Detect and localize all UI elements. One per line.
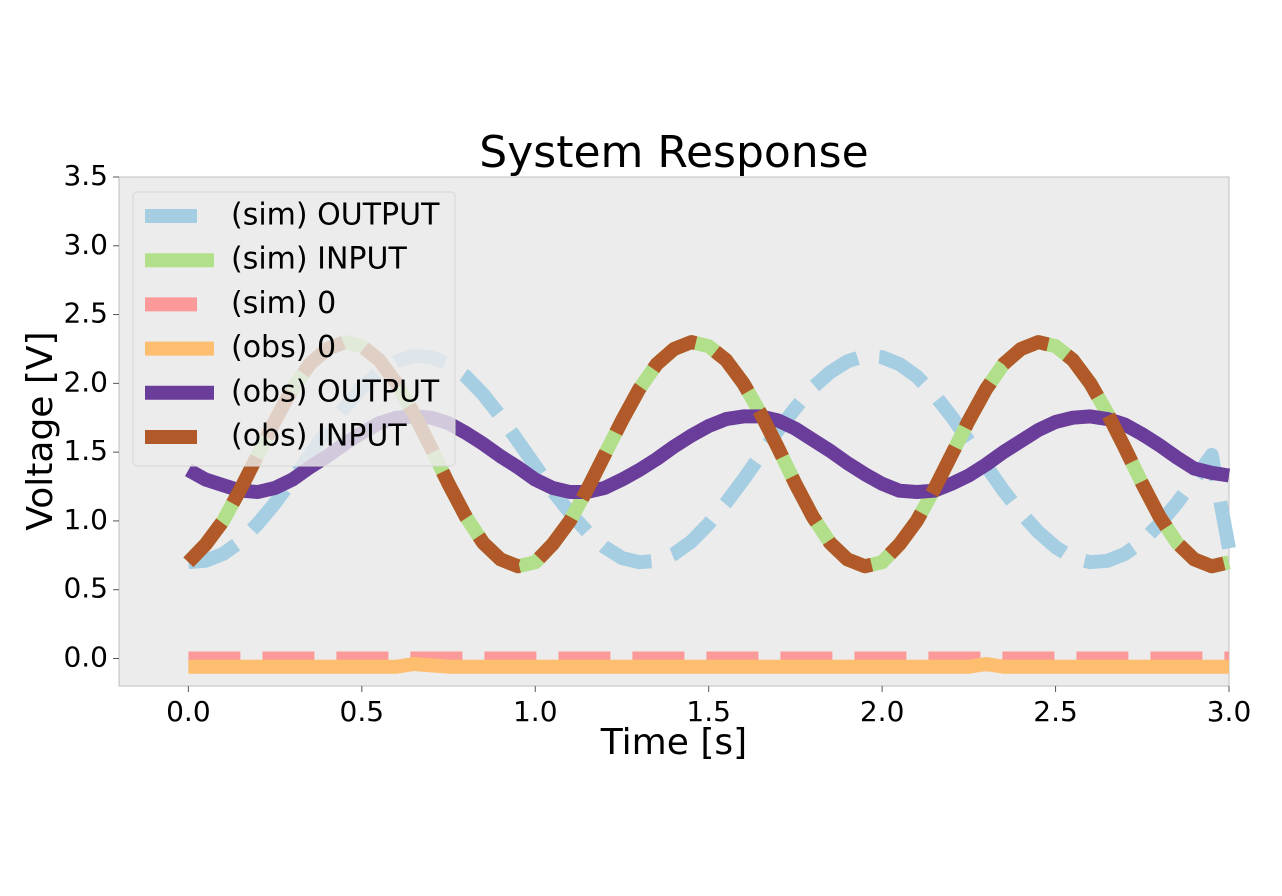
y-tick-label-1: 0.5 (63, 572, 108, 605)
legend-label-2: (sim) 0 (231, 286, 336, 321)
x-axis: 0.0 0.5 1.0 1.5 2.0 2.5 3.0 (166, 686, 1251, 728)
x-tick-label-4: 2.0 (860, 695, 905, 728)
x-tick-label-2: 1.0 (513, 695, 558, 728)
legend-label-4: (obs) OUTPUT (231, 374, 440, 409)
y-axis: 0.0 0.5 1.0 1.5 2.0 2.5 3.0 3.5 (63, 159, 119, 673)
legend-label-5: (obs) INPUT (231, 419, 407, 454)
y-tick-label-2: 1.0 (63, 503, 108, 536)
legend-label-3: (obs) 0 (231, 330, 336, 365)
y-tick-label-5: 2.5 (63, 297, 108, 330)
y-axis-label: Voltage [V] (20, 331, 61, 530)
x-axis-label: Time [s] (600, 722, 747, 763)
x-tick-label-5: 2.5 (1033, 695, 1078, 728)
x-tick-label-6: 3.0 (1207, 695, 1252, 728)
y-tick-label-6: 3.0 (63, 228, 108, 261)
legend: (sim) OUTPUT (sim) INPUT (sim) 0 (obs) 0 (ob… (132, 191, 456, 467)
series-line-3 (188, 657, 1229, 674)
x-tick-label-3: 1.5 (686, 695, 731, 728)
legend-label-1: (sim) INPUT (231, 242, 407, 277)
y-tick-label-7: 3.5 (63, 159, 108, 192)
y-tick-label-0: 0.0 (63, 640, 108, 673)
y-tick-label-4: 2.0 (63, 365, 108, 398)
y-tick-label-3: 1.5 (63, 434, 108, 467)
x-tick-label-0: 0.0 (166, 695, 211, 728)
chart-title: System Response (479, 127, 868, 178)
x-tick-label-1: 0.5 (340, 695, 385, 728)
legend-label-0: (sim) OUTPUT (231, 198, 440, 233)
